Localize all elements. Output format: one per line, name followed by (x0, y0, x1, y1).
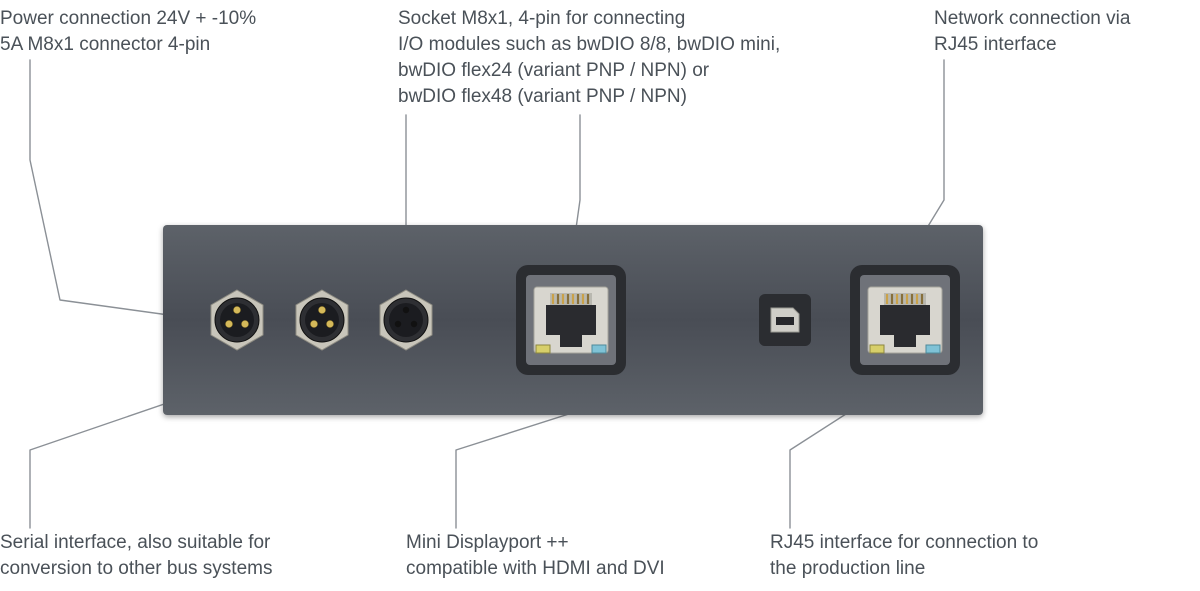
port-socket (375, 289, 437, 351)
callout-power: Power connection 24V + -10% 5A M8x1 conn… (0, 6, 256, 58)
callout-rj45-2: RJ45 interface for connection to the pro… (770, 530, 1038, 582)
callout-mdp: Mini Displayport ++ compatible with HDMI… (406, 530, 665, 582)
diagram-stage: { "viewport": { "width": 1200, "height":… (0, 0, 1200, 591)
port-power (206, 289, 268, 351)
callout-socket: Socket M8x1, 4-pin for connecting I/O mo… (398, 6, 780, 110)
port-mdp (759, 294, 811, 346)
port-rj45-2 (850, 265, 960, 375)
callout-network: Network connection via RJ45 interface (934, 6, 1130, 58)
port-serial (291, 289, 353, 351)
port-rj45-1 (516, 265, 626, 375)
callout-serial: Serial interface, also suitable for conv… (0, 530, 272, 582)
